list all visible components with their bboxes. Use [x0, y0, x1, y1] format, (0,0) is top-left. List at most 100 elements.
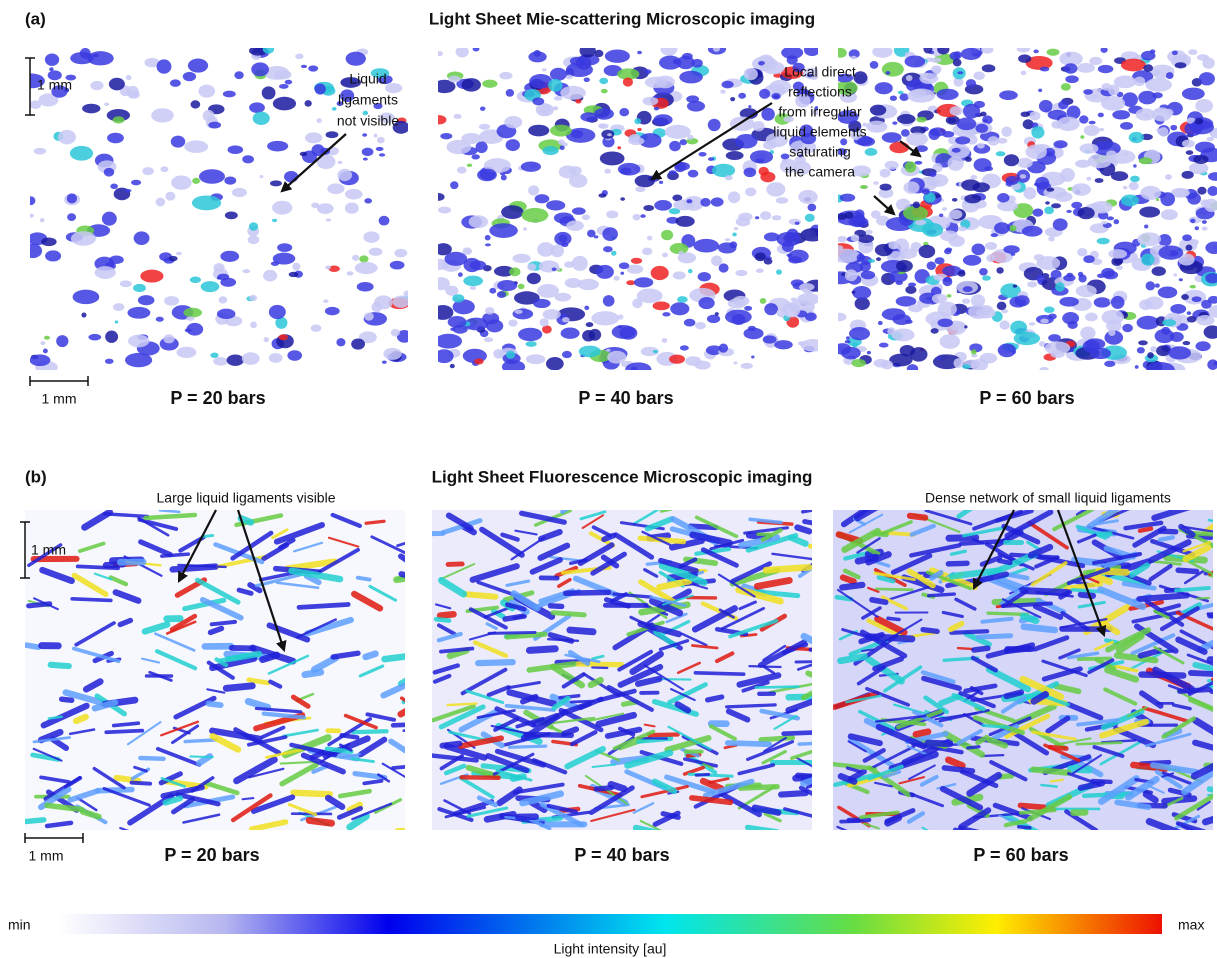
- speckle: [687, 135, 693, 140]
- speckle: [1108, 249, 1127, 258]
- speckle: [1071, 183, 1090, 196]
- speckle: [1161, 327, 1170, 335]
- speckle: [234, 71, 243, 79]
- annotation: Large liquid ligaments visible: [157, 490, 336, 506]
- speckle: [163, 334, 174, 343]
- speckle: [679, 71, 703, 84]
- speckle: [1080, 326, 1095, 339]
- speckle: [733, 296, 750, 306]
- speckle: [564, 729, 576, 733]
- speckle: [1040, 319, 1048, 324]
- speckle: [485, 235, 491, 240]
- speckle: [305, 132, 322, 143]
- speckle: [738, 93, 746, 99]
- speckle: [661, 230, 673, 240]
- speckle: [566, 75, 573, 80]
- speckle: [1015, 295, 1030, 306]
- speckle: [1212, 690, 1217, 692]
- speckle: [643, 205, 654, 211]
- speckle: [1137, 316, 1160, 330]
- speckle: [907, 89, 935, 103]
- speckle: [402, 698, 437, 721]
- speckle: [199, 169, 225, 184]
- speckle: [1026, 144, 1047, 159]
- speckle: [1207, 359, 1217, 370]
- speckle: [735, 134, 757, 149]
- speckle: [888, 241, 898, 249]
- speckle: [620, 197, 625, 201]
- speckle: [895, 281, 903, 285]
- speckle: [198, 85, 215, 98]
- speckle: [698, 152, 706, 157]
- speckle: [1138, 340, 1148, 345]
- speckle: [264, 337, 269, 342]
- speckle: [759, 89, 770, 99]
- speckle: [506, 139, 520, 151]
- speckle: [1202, 220, 1207, 224]
- speckle: [606, 210, 618, 218]
- speckle: [896, 260, 913, 272]
- speckle: [184, 140, 208, 153]
- speckle: [916, 732, 928, 735]
- speckle: [362, 148, 374, 157]
- speckle: [470, 261, 487, 271]
- speckle: [951, 631, 987, 633]
- speckle: [1182, 140, 1195, 148]
- speckle: [857, 234, 874, 243]
- annotation: reflections: [788, 84, 852, 100]
- speckle: [81, 313, 86, 318]
- speckle: [881, 360, 893, 369]
- speckle: [533, 299, 551, 308]
- speckle: [67, 213, 76, 221]
- speckle: [157, 59, 172, 73]
- speckle: [1111, 171, 1128, 181]
- speckle: [561, 328, 580, 339]
- speckle: [1029, 322, 1035, 326]
- speckle: [957, 71, 963, 74]
- speckle: [1045, 201, 1050, 204]
- speckle: [131, 180, 141, 186]
- speckle: [1202, 227, 1208, 231]
- speckle: [937, 44, 949, 54]
- speckle: [1003, 603, 1051, 606]
- speckle: [865, 148, 878, 156]
- speckle: [958, 226, 967, 231]
- speckle: [1043, 187, 1067, 199]
- speckle: [596, 788, 611, 789]
- speckle: [390, 261, 405, 270]
- speckle: [295, 54, 303, 60]
- speckle: [637, 288, 663, 303]
- speckle: [1168, 346, 1191, 359]
- speckle: [906, 75, 913, 81]
- speckle: [273, 97, 296, 111]
- speckle: [899, 93, 908, 101]
- speckle: [760, 172, 775, 183]
- speckle: [725, 238, 731, 241]
- speckle: [862, 650, 873, 651]
- speckle: [104, 168, 114, 177]
- speckle: [82, 104, 100, 114]
- speckle: [756, 268, 764, 273]
- speckle: [942, 207, 947, 211]
- speckle: [262, 86, 276, 99]
- speckle: [764, 258, 773, 264]
- speckle: [528, 185, 539, 195]
- speckle: [352, 255, 359, 261]
- speckle: [594, 108, 614, 120]
- speckle: [744, 306, 752, 311]
- speckle: [253, 112, 270, 125]
- speckle: [550, 245, 564, 258]
- speckle: [966, 79, 976, 87]
- speckle: [578, 279, 599, 290]
- speckle: [711, 197, 724, 206]
- speckle: [518, 284, 525, 290]
- speckle: [599, 124, 605, 128]
- speckle: [1076, 285, 1097, 297]
- speckle: [442, 743, 459, 745]
- speckle: [249, 102, 265, 113]
- speckle: [732, 233, 737, 237]
- speckle: [725, 175, 733, 180]
- speckle: [250, 322, 257, 329]
- speckle: [868, 637, 912, 639]
- speckle: [1065, 75, 1079, 83]
